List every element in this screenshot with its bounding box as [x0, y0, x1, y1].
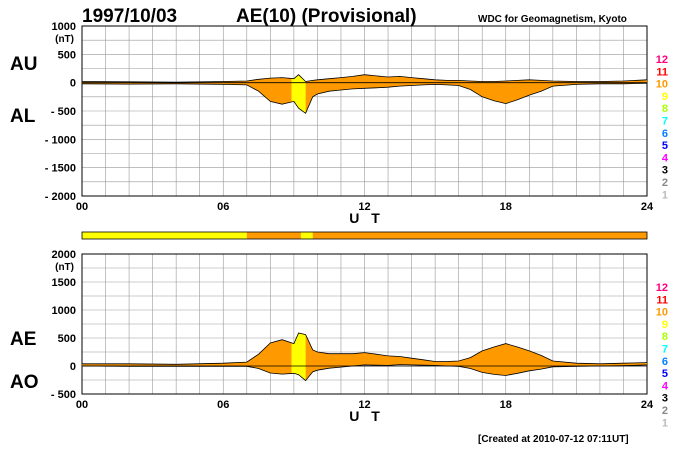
x-axis-title: U T — [349, 408, 384, 424]
activity-bar-segment — [300, 232, 313, 239]
series-upper-line — [81, 74, 648, 83]
ae-ao-chart: 2000 1500 1000 500 0 - 500 (nT) 00 06 12 18 24 U T — [51, 249, 654, 424]
scale-label: 5 — [662, 140, 668, 152]
y-tick-label: 1500 — [52, 277, 76, 289]
scale-label: 12 — [656, 282, 668, 294]
date-title: 1997/10/03 — [82, 6, 177, 27]
scale-label: 6 — [662, 356, 668, 368]
y-tick-label: - 500 — [51, 106, 76, 118]
scale-label: 2 — [662, 405, 668, 417]
x-tick-label: 18 — [500, 201, 512, 213]
scale-label: 5 — [662, 368, 668, 380]
ao-label: AO — [10, 372, 39, 393]
plot-frame — [81, 253, 648, 395]
y-tick-label: 500 — [58, 333, 76, 345]
activity-bar — [81, 231, 648, 240]
ae-label: AE — [10, 329, 36, 350]
unit-label: (nT) — [55, 262, 74, 273]
scale-label: 6 — [662, 128, 668, 140]
scale-label: 9 — [662, 319, 668, 331]
x-tick-label: 18 — [500, 399, 512, 411]
scale-label: 11 — [656, 294, 668, 306]
x-tick-label: 06 — [217, 399, 229, 411]
y-tick-label: 0 — [70, 78, 76, 90]
plot-frame — [81, 25, 648, 197]
scale-label: 10 — [656, 307, 668, 319]
x-tick-label: 12 — [358, 399, 370, 411]
index-title: AE(10) (Provisional) — [236, 6, 417, 27]
unit-label: (nT) — [55, 34, 74, 45]
envelope-fill-low — [291, 333, 306, 381]
activity-bar-segment — [82, 232, 247, 239]
series-lower-line — [81, 82, 648, 114]
source-label: WDC for Geomagnetism, Kyoto — [478, 14, 627, 25]
x-tick-label: 24 — [641, 201, 654, 213]
scale-label: 1 — [662, 189, 668, 201]
x-tick-label: 12 — [358, 201, 370, 213]
x-tick-label: 00 — [76, 399, 88, 411]
au-al-chart: 1000 500 0 - 500 - 1000 - 1500 - 2000 (nT) 00 06 1… — [45, 21, 654, 226]
y-tick-label: 0 — [70, 361, 76, 373]
x-tick-label: 24 — [641, 399, 654, 411]
x-tick-label: 00 — [76, 201, 88, 213]
scale-label: 11 — [656, 66, 668, 78]
y-tick-label: - 500 — [51, 389, 76, 401]
scale-label: 1 — [662, 417, 668, 429]
y-tick-label: 2000 — [52, 249, 76, 261]
x-axis-title: U T — [349, 210, 384, 226]
au-label: AU — [10, 54, 37, 75]
y-tick-label: - 1000 — [45, 134, 76, 146]
x-tick-label: 06 — [217, 201, 229, 213]
scale-label: 10 — [656, 79, 668, 91]
activity-bar-segment — [246, 232, 301, 239]
scale-label: 3 — [662, 393, 668, 405]
y-tick-label: - 1500 — [45, 163, 76, 175]
envelope-fill-low — [291, 74, 306, 114]
activity-bar-segment — [312, 232, 647, 239]
y-tick-label: 500 — [58, 49, 76, 61]
series-upper-line — [82, 332, 648, 365]
activity-bar-frame — [81, 231, 648, 240]
y-tick-label: - 2000 — [45, 191, 76, 203]
scale-label: 7 — [662, 344, 668, 356]
scale-label: 3 — [662, 165, 668, 177]
scale-label: 7 — [662, 116, 668, 128]
y-tick-label: 1000 — [52, 21, 76, 33]
scale-label: 12 — [656, 54, 668, 66]
created-footer: [Created at 2010-07-12 07:11UT] — [478, 434, 629, 445]
scale-label: 4 — [662, 380, 669, 392]
al-label: AL — [10, 106, 36, 127]
series-lower-line — [81, 364, 648, 382]
scale-label: 8 — [662, 103, 668, 115]
y-tick-label: 1000 — [52, 305, 76, 317]
envelope-fill — [82, 333, 647, 381]
scale-label: 4 — [662, 152, 669, 164]
scale-label: 8 — [662, 331, 668, 343]
scale-label: 9 — [662, 91, 668, 103]
scale-label: 2 — [662, 177, 668, 189]
